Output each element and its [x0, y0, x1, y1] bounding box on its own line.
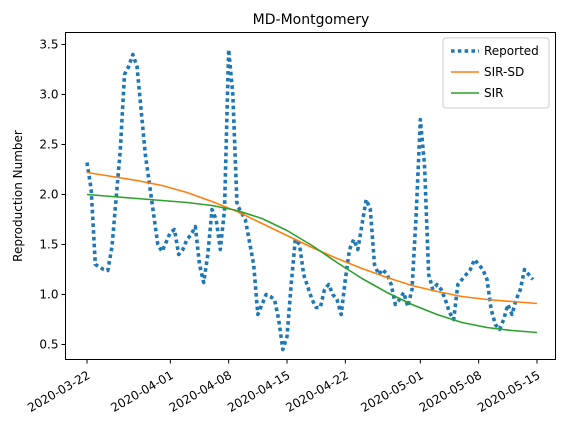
- x-tick-label: 2020-04-15: [225, 368, 292, 415]
- y-tick-label: 0.5: [39, 338, 58, 352]
- y-axis-label: Reproduction Number: [11, 130, 25, 262]
- y-tick-label: 1.0: [39, 288, 58, 302]
- legend-label: Reported: [484, 44, 539, 58]
- y-tick-label: 2.0: [39, 188, 58, 202]
- y-tick-label: 3.5: [39, 38, 58, 52]
- legend-label: SIR: [484, 86, 504, 100]
- y-tick-label: 3.0: [39, 88, 58, 102]
- plot-frame: [65, 32, 556, 360]
- series-line-reported: [85, 47, 535, 352]
- x-tick-label: 2020-04-01: [108, 368, 175, 415]
- y-tick-label: 1.5: [39, 238, 58, 252]
- legend: Reported SIR-SD SIR: [442, 37, 550, 109]
- x-tick-label: 2020-03-22: [25, 368, 92, 415]
- x-tick-label: 2020-05-15: [475, 368, 542, 415]
- chart-title: MD-Montgomery: [253, 12, 370, 28]
- x-tick-label: 2020-05-08: [417, 368, 484, 415]
- legend-label: SIR-SD: [484, 65, 524, 79]
- series-line-sir-sd: [86, 171, 538, 305]
- x-tick-label: 2020-04-08: [167, 368, 234, 415]
- x-tick-label: 2020-05-01: [358, 368, 425, 415]
- legend-box: [442, 37, 550, 109]
- series-line-sir: [86, 193, 538, 334]
- x-tick-label: 2020-04-22: [283, 368, 350, 415]
- y-tick-label: 2.5: [39, 138, 58, 152]
